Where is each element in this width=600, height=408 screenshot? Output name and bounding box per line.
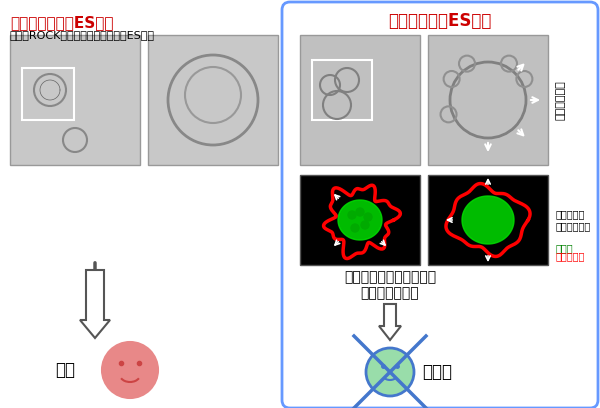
Text: 生存: 生存 bbox=[55, 361, 75, 379]
Circle shape bbox=[351, 224, 359, 232]
Text: 明視野観察像: 明視野観察像 bbox=[556, 80, 566, 120]
Text: またはROCK阻害剤で処理したヒトES細胞: またはROCK阻害剤で処理したヒトES細胞 bbox=[10, 30, 155, 40]
Circle shape bbox=[356, 208, 364, 216]
FancyBboxPatch shape bbox=[428, 35, 548, 165]
FancyBboxPatch shape bbox=[428, 175, 548, 265]
Polygon shape bbox=[338, 200, 382, 240]
Text: 分散したヒトES細胞: 分散したヒトES細胞 bbox=[388, 12, 491, 30]
Text: 赤：細胞膜: 赤：細胞膜 bbox=[556, 251, 586, 261]
Circle shape bbox=[102, 342, 158, 398]
FancyBboxPatch shape bbox=[300, 175, 420, 265]
Text: ブレビング＝「死の舞」
を数時間続ける: ブレビング＝「死の舞」 を数時間続ける bbox=[344, 270, 436, 300]
Circle shape bbox=[366, 348, 414, 396]
Text: 蛍光観察像
（細胞断面）: 蛍光観察像 （細胞断面） bbox=[556, 209, 591, 231]
FancyArrow shape bbox=[80, 270, 110, 338]
Text: 緑：核: 緑：核 bbox=[556, 243, 574, 253]
FancyBboxPatch shape bbox=[300, 35, 420, 165]
Circle shape bbox=[348, 211, 356, 219]
FancyBboxPatch shape bbox=[282, 2, 598, 408]
Circle shape bbox=[361, 221, 369, 229]
Text: 細胞死: 細胞死 bbox=[422, 363, 452, 381]
Text: 分散したマウスES細胞: 分散したマウスES細胞 bbox=[10, 15, 113, 30]
Circle shape bbox=[364, 213, 372, 221]
FancyBboxPatch shape bbox=[10, 35, 140, 165]
Polygon shape bbox=[462, 196, 514, 244]
FancyBboxPatch shape bbox=[148, 35, 278, 165]
FancyArrow shape bbox=[379, 304, 401, 340]
